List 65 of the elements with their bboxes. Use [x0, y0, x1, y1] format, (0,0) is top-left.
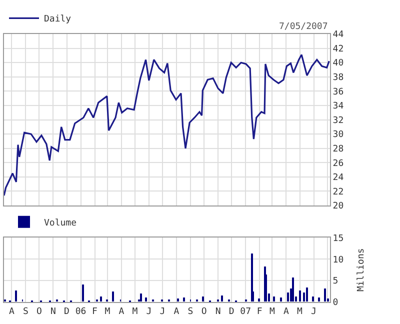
x-tick-label: M [269, 306, 276, 317]
bar [183, 298, 185, 302]
x-tick-label: N [50, 306, 56, 317]
y-tick-label: 5 [332, 276, 338, 287]
y-tick-label: 0 [332, 298, 338, 308]
x-tick-label: J [311, 306, 316, 317]
x-tick-label: O [36, 306, 42, 317]
bar [306, 288, 308, 302]
bar [324, 288, 326, 302]
x-tick-label: A [118, 306, 125, 317]
x-tick-label: A [283, 306, 290, 317]
y-tick-label: 22 [332, 187, 344, 198]
y-tick-label: 20 [332, 202, 344, 212]
x-tick-label: M [104, 306, 111, 317]
bar [82, 284, 84, 302]
legend-label: Daily [44, 14, 72, 25]
bar [299, 290, 301, 302]
y-tick-label: 28 [332, 144, 344, 154]
bar [312, 296, 314, 302]
x-tick-label: 06 [75, 306, 86, 317]
x-tick-label: S [22, 306, 28, 317]
bar [221, 296, 223, 302]
y-tick-label: 34 [332, 102, 344, 112]
x-tick-label: J [146, 306, 152, 317]
y-tick-label: 44 [332, 30, 344, 40]
line-series [4, 54, 330, 196]
x-tick-label: D [64, 306, 70, 317]
x-tick-label: A [8, 306, 15, 317]
bar [273, 296, 275, 302]
x-tick-label: S [188, 306, 194, 317]
x-tick-label: D [228, 306, 234, 317]
x-tick-label: F [92, 306, 98, 317]
bar [292, 278, 294, 302]
x-tick-label: N [215, 306, 221, 317]
y-tick-label: 36 [332, 87, 344, 98]
bar [100, 296, 102, 302]
y-tick-label: 24 [332, 173, 344, 184]
x-tick-label: J [160, 306, 166, 317]
bar [258, 298, 260, 302]
text: 7/05/2007 [279, 22, 328, 32]
x-tick-label: F [256, 306, 262, 317]
y-tick-label: 38 [332, 73, 344, 84]
bar [287, 292, 289, 302]
y-tick-label: 42 [332, 44, 344, 54]
legend-label: Volume [44, 218, 77, 228]
y-tick-label: 10 [332, 255, 344, 266]
x-tick-label: O [201, 306, 207, 317]
bar [177, 298, 179, 302]
y-tick-label: 32 [332, 116, 344, 126]
bar [202, 296, 204, 302]
y-tick-label: 40 [332, 58, 344, 69]
bar [318, 298, 320, 302]
bar [140, 294, 142, 302]
x-tick-label: M [297, 306, 304, 317]
bar [112, 292, 114, 302]
bar [15, 290, 17, 302]
bar [145, 298, 147, 302]
bar [280, 298, 282, 302]
y-tick-label: 30 [332, 130, 344, 140]
x-tick-label: M [132, 306, 138, 317]
y-axis-title: Millions [356, 248, 366, 292]
y-tick-label: 26 [332, 158, 344, 169]
y-tick-label: 15 [332, 234, 344, 244]
x-tick-label: A [174, 306, 180, 317]
x-tick-label: 07 [240, 306, 251, 317]
